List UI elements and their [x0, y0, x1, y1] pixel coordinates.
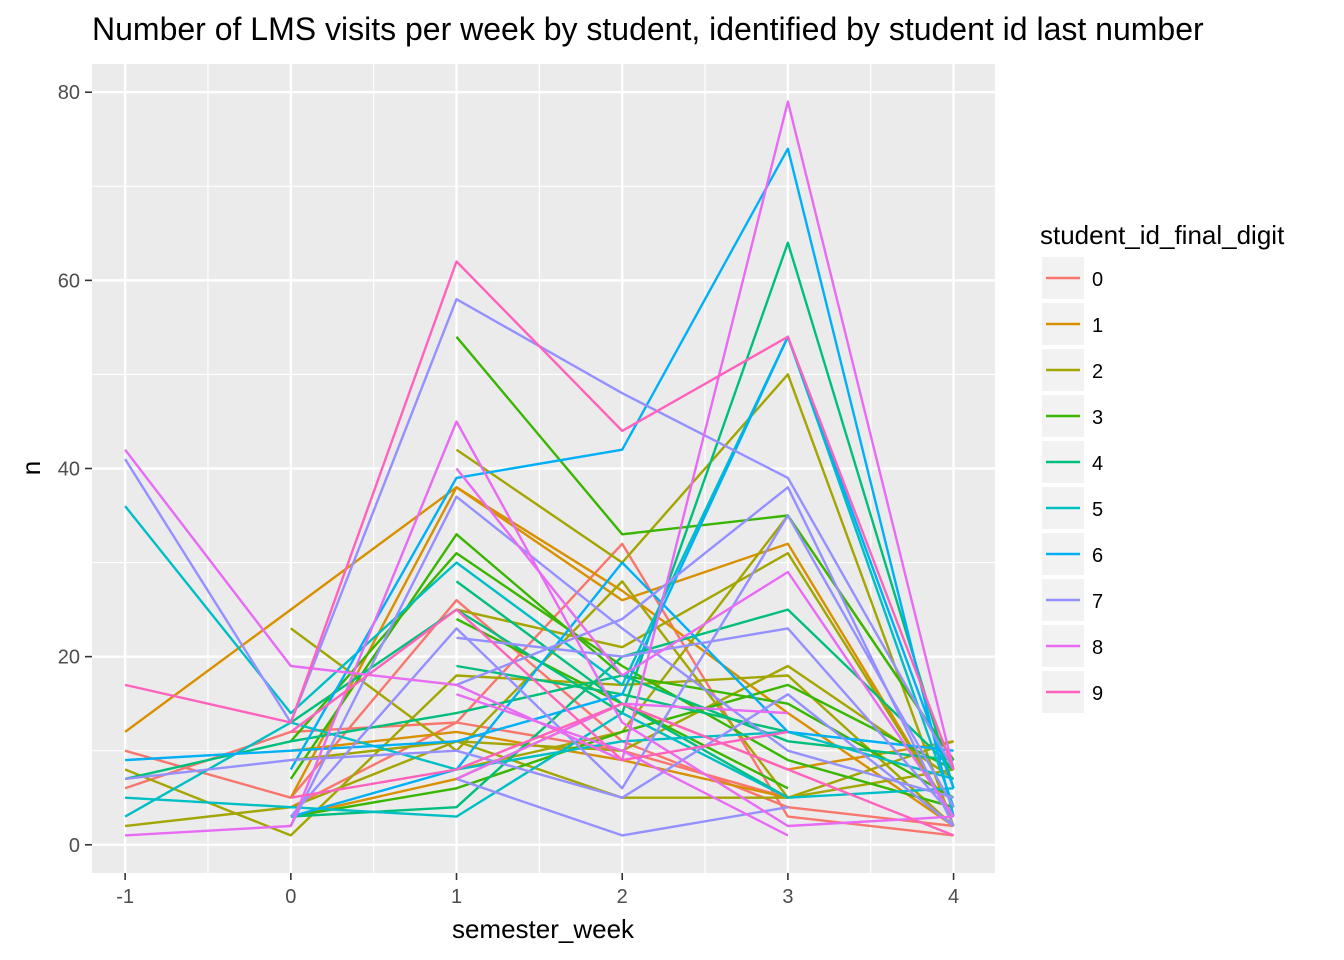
legend-label-7: 7: [1092, 591, 1103, 613]
x-tick-label: 0: [285, 886, 296, 908]
series-line-7: [289, 514, 955, 818]
series-line-3: [455, 336, 955, 761]
series-line-5: [124, 721, 954, 818]
series-line-3: [290, 683, 955, 818]
series-line-9: [124, 260, 955, 770]
y-tick-label: 20: [58, 647, 80, 669]
series-line-0: [124, 599, 954, 828]
x-tick-label: 1: [451, 886, 462, 908]
series-line-7: [124, 693, 955, 827]
legend-label-0: 0: [1092, 269, 1103, 291]
series-line-8: [456, 693, 789, 837]
series-line-9: [290, 702, 955, 837]
series-line-3: [289, 552, 954, 809]
series-line-1: [289, 486, 955, 827]
series-line-0: [124, 542, 954, 837]
y-tick-label: 80: [58, 82, 80, 104]
y-axis-title: n: [16, 461, 46, 475]
x-axis-title: semester_week: [452, 914, 635, 944]
legend-label-5: 5: [1092, 499, 1103, 521]
series-line-7: [456, 486, 955, 827]
y-tick-label: 40: [58, 459, 80, 481]
series-line-9: [290, 608, 789, 762]
x-tick-label: -1: [116, 886, 134, 908]
legend-label-8: 8: [1092, 637, 1103, 659]
legend-label-9: 9: [1092, 683, 1103, 705]
x-tick-label: 4: [948, 886, 959, 908]
series-line-7: [289, 495, 954, 827]
x-tick-label: 2: [617, 886, 628, 908]
y-tick-label: 0: [69, 835, 80, 857]
x-tick-label: 3: [782, 886, 793, 908]
chart-title: Number of LMS visits per week by student…: [92, 11, 1204, 47]
y-tick-label: 60: [58, 270, 80, 292]
legend-label-6: 6: [1092, 545, 1103, 567]
gridlines: [92, 64, 995, 873]
legend-label-4: 4: [1092, 453, 1103, 475]
legend: 0 1 2 3 4 5 6 7 8 9: [1042, 257, 1103, 713]
legend-label-1: 1: [1092, 315, 1103, 337]
legend-title: student_id_final_digit: [1040, 220, 1285, 250]
series-line-2: [455, 373, 955, 827]
legend-label-2: 2: [1092, 361, 1103, 383]
series-line-7: [456, 777, 789, 837]
series-line-2: [124, 740, 954, 828]
series-line-5: [125, 711, 954, 818]
series-line-8: [455, 467, 955, 818]
legend-label-3: 3: [1092, 407, 1103, 429]
series-line-2: [290, 580, 954, 799]
series-line-6: [289, 147, 955, 817]
series-line-2: [456, 552, 955, 818]
series-line-4: [124, 674, 954, 781]
series-line-7: [456, 627, 955, 818]
series-lines: [124, 100, 955, 837]
